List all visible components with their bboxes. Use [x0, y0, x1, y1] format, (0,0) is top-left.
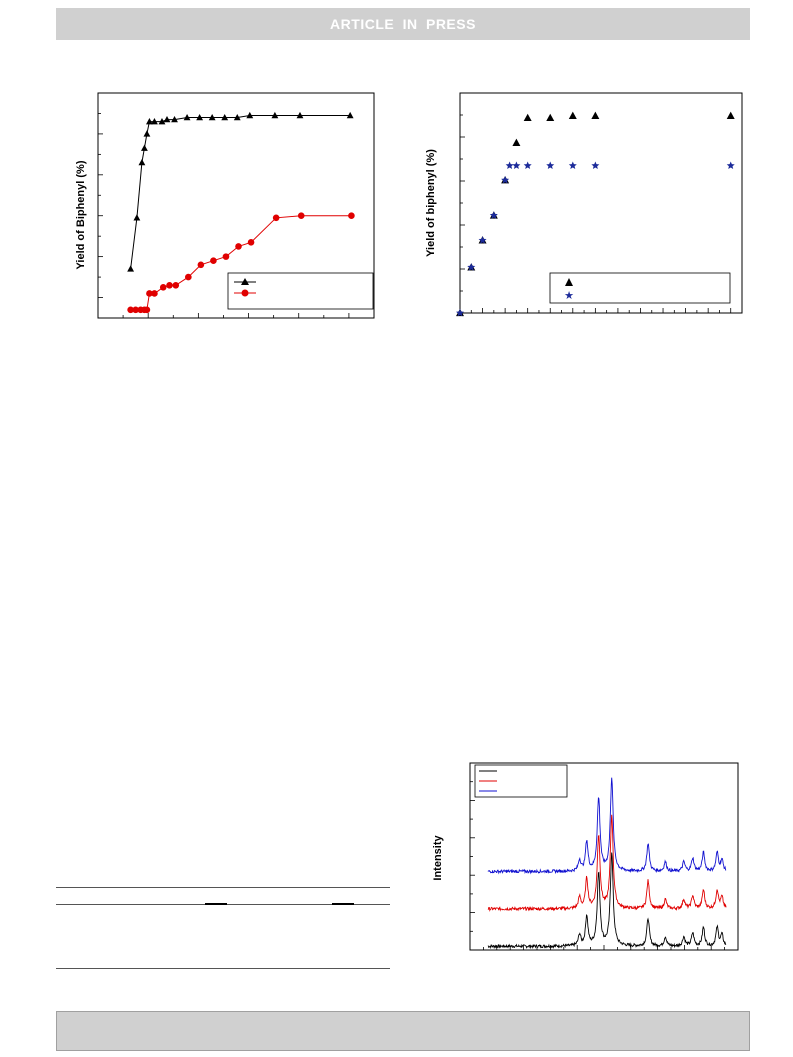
fig-b-point [568, 111, 577, 119]
fig-a-point [158, 118, 166, 125]
fig-a-point [247, 239, 255, 246]
table-column-rule-1 [205, 903, 227, 905]
fig-b-point [546, 113, 555, 122]
fig-a-point [271, 111, 279, 119]
fig-a-point [166, 281, 173, 289]
fig-a-point [208, 113, 216, 121]
fig-b-point [568, 161, 577, 170]
table-column-rule-2 [332, 903, 354, 905]
banner-text: ARTICLE IN PRESS [330, 16, 476, 32]
fig-a-point [235, 243, 242, 250]
fig-a-y-axis-label: Yield of Biphenyl (%) [75, 160, 87, 269]
fig-a-point [138, 158, 146, 166]
fig-a-point [151, 290, 158, 297]
fig-a-legend [227, 272, 374, 310]
fig-b-point [456, 308, 464, 317]
fig-a-point [127, 306, 134, 314]
fig-b-point [726, 161, 735, 170]
fig-a-point [171, 115, 178, 123]
fig-b-legend-box [549, 272, 731, 304]
fig-a-point [197, 261, 205, 269]
table-bottom-rule [56, 968, 390, 969]
fig-c-pattern-1 [487, 852, 727, 950]
fig-b-point [523, 113, 532, 122]
figure-a-line-chart: Yield of Biphenyl (%) [75, 92, 375, 319]
fig-a-point [196, 113, 204, 121]
fig-a-point [233, 113, 241, 121]
fig-b-point [505, 161, 514, 170]
fig-a-point [348, 212, 355, 220]
fig-c-legend [474, 764, 568, 798]
fig-b-point [726, 111, 735, 119]
fig-a-point [185, 273, 192, 281]
fig-b-point [512, 161, 521, 170]
fig-a-legend-triangle [241, 278, 249, 285]
figure-b-scatter-chart: Yield of biphenyl (%) ★ [425, 92, 743, 317]
fig-b-point [591, 161, 600, 170]
fig-a-point [221, 113, 229, 121]
fig-a-point [146, 290, 153, 297]
fig-a-legend-box [227, 272, 374, 310]
fig-a-point [143, 306, 151, 314]
fig-b-y-axis-label: Yield of biphenyl (%) [425, 149, 437, 257]
fig-a-point [163, 115, 171, 123]
fig-b-point [478, 236, 487, 244]
table-top-rule [56, 887, 390, 888]
fig-b-point [546, 161, 555, 170]
fig-a-point [143, 130, 151, 137]
fig-b-point [501, 175, 510, 184]
article-in-press-banner: ARTICLE IN PRESS [56, 8, 750, 40]
citation-footer-box [56, 1011, 750, 1051]
fig-a-point [151, 118, 158, 125]
fig-a-point [222, 253, 230, 260]
fig-a-point [346, 111, 354, 119]
fig-a-point [183, 113, 191, 121]
fig-a-point [296, 111, 304, 119]
fig-a-point [146, 118, 153, 125]
fig-a-legend-circle [241, 289, 249, 297]
fig-a-point [127, 265, 135, 272]
fig-c-pattern-3 [487, 777, 727, 875]
fig-b-point [591, 111, 600, 119]
fig-c-y-axis-label: Intensity [432, 835, 444, 881]
fig-a-point [272, 214, 280, 222]
fig-b-point [489, 211, 498, 219]
fig-b-point [523, 161, 532, 170]
fig-b-point [512, 138, 521, 146]
fig-a-point [133, 214, 141, 221]
fig-b-legend-star: ★ [564, 289, 574, 302]
fig-a-point [159, 284, 167, 291]
figure-c-xrd-pattern: Intensity [432, 762, 739, 951]
fig-b-legend: ★ [549, 272, 731, 304]
fig-a-point [132, 306, 139, 314]
fig-a-point [246, 111, 254, 119]
fig-a-point [140, 144, 148, 151]
fig-b-point [467, 263, 476, 271]
fig-a-point [297, 212, 305, 220]
fig-c-pattern-2 [487, 814, 727, 912]
fig-a-point [172, 281, 180, 289]
fig-b-legend-triangle [565, 278, 573, 286]
fig-a-plot-frame [97, 92, 375, 319]
fig-a-point [210, 257, 217, 265]
